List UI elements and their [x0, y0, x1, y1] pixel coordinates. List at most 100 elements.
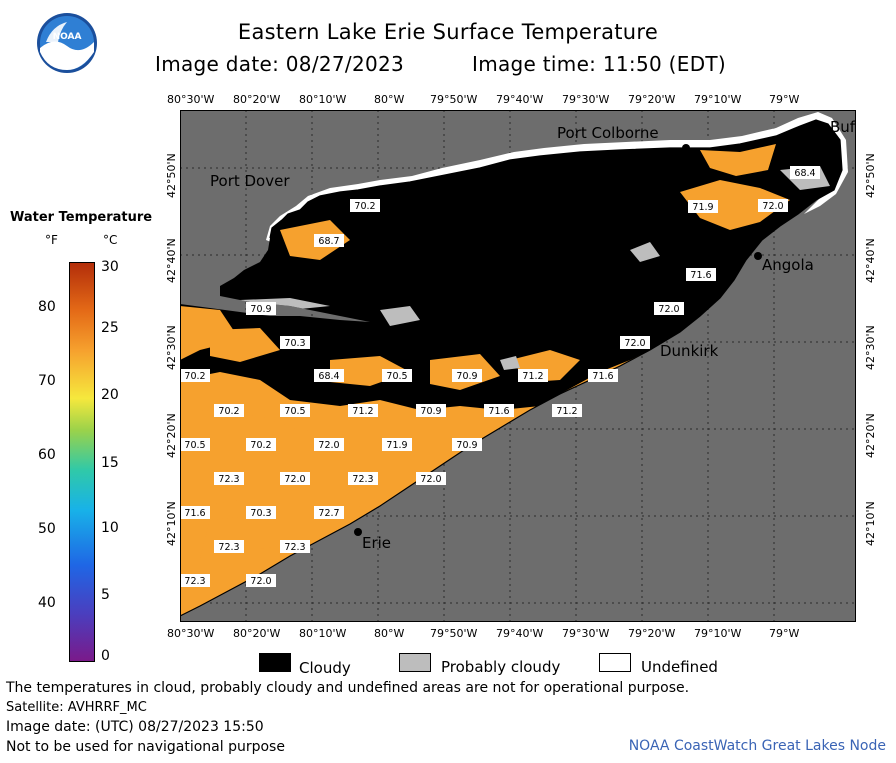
lat-tick-left-0: 42°50'N	[165, 153, 178, 198]
lon-tick-bottom-1: 80°20'W	[233, 627, 281, 640]
lon-tick-bottom-5: 79°40'W	[496, 627, 544, 640]
key-swatch-undefined	[599, 653, 631, 672]
colorbar-c-tick: 0	[101, 648, 110, 664]
lat-tick-left-1: 42°40'N	[165, 238, 178, 283]
temp-label: 71.9	[386, 440, 407, 451]
city-label-port-colborne: Port Colborne	[557, 124, 659, 142]
temp-label: 68.4	[794, 168, 815, 179]
map-frame	[180, 110, 856, 622]
colorbar-c-tick: 30	[101, 259, 119, 275]
key-label-cloudy: Cloudy	[299, 659, 351, 677]
lat-tick-left-4: 42°10'N	[165, 501, 178, 546]
lon-tick-top-8: 79°10'W	[694, 93, 742, 106]
key-label-undefined: Undefined	[641, 658, 718, 676]
lon-tick-bottom-9: 79°W	[769, 627, 800, 640]
footer-credit: NOAA CoastWatch Great Lakes Node	[628, 738, 886, 754]
temp-label: 71.6	[690, 270, 711, 281]
lon-tick-bottom-4: 79°50'W	[430, 627, 478, 640]
temp-label: 71.9	[692, 202, 713, 213]
footer-utc-date: Image date: (UTC) 08/27/2023 15:50	[6, 719, 264, 735]
footer-navigation-note: Not to be used for navigational purpose	[6, 739, 285, 755]
lon-tick-top-5: 79°40'W	[496, 93, 544, 106]
temp-label: 71.6	[184, 508, 205, 519]
temp-label: 70.2	[250, 440, 271, 451]
city-label-buffalo: Buf	[830, 118, 856, 136]
city-label-angola: Angola	[762, 256, 814, 274]
temp-label: 72.0	[420, 474, 441, 485]
legend-unit-f: °F	[45, 233, 58, 247]
lon-tick-top-9: 79°W	[769, 93, 800, 106]
temp-label: 72.3	[352, 474, 373, 485]
key-label-probably-cloudy: Probably cloudy	[441, 658, 561, 676]
temp-label: 71.2	[522, 371, 543, 382]
lon-tick-bottom-2: 80°10'W	[299, 627, 347, 640]
temp-label: 70.5	[386, 371, 407, 382]
lon-tick-top-7: 79°20'W	[628, 93, 676, 106]
city-label-dunkirk: Dunkirk	[660, 342, 719, 360]
temp-label: 70.5	[284, 406, 305, 417]
map-title: Eastern Lake Erie Surface Temperature	[237, 20, 659, 44]
city-marker-buffalo	[824, 140, 832, 148]
temp-label: 72.0	[250, 576, 271, 587]
colorbar-f-tick: 60	[38, 447, 56, 463]
temp-label: 70.2	[218, 406, 239, 417]
temperature-colorbar	[69, 262, 95, 662]
lat-tick-right-4: 42°10'N	[864, 501, 877, 546]
footer-satellite: Satellite: AVHRRF_MC	[6, 700, 147, 715]
temp-label: 71.2	[352, 406, 373, 417]
legend-title: Water Temperature	[10, 210, 153, 225]
temp-label: 70.9	[420, 406, 441, 417]
lon-tick-bottom-3: 80°W	[374, 627, 405, 640]
logo-text: NOAA	[53, 32, 82, 42]
temperature-labels: 70.2 68.7 71.9 72.0 68.4 71.6 70.9 72.0 …	[180, 166, 820, 587]
lat-tick-right-2: 42°30'N	[864, 325, 877, 370]
lon-tick-top-1: 80°20'W	[233, 93, 281, 106]
lon-tick-top-3: 80°W	[374, 93, 405, 106]
lat-tick-right-3: 42°20'N	[864, 413, 877, 458]
colorbar-c-tick: 20	[101, 387, 119, 403]
city-marker-erie	[354, 528, 362, 536]
lat-tick-right-1: 42°40'N	[864, 238, 877, 283]
legend-unit-c: °C	[103, 233, 118, 247]
colorbar-f-tick: 70	[38, 373, 56, 389]
temp-label: 72.0	[658, 304, 679, 315]
lon-tick-bottom-0: 80°30'W	[167, 627, 215, 640]
lon-tick-top-0: 80°30'W	[167, 93, 215, 106]
temp-label: 72.0	[762, 201, 783, 212]
undefined-rim	[266, 112, 848, 244]
noaa-logo: NOAA	[37, 13, 97, 73]
lon-tick-top-2: 80°10'W	[299, 93, 347, 106]
temp-label: 72.3	[284, 542, 305, 553]
temp-label: 70.3	[250, 508, 271, 519]
lon-tick-bottom-6: 79°30'W	[562, 627, 610, 640]
lat-tick-left-2: 42°30'N	[165, 325, 178, 370]
colorbar-c-tick: 25	[101, 320, 119, 336]
colorbar-f-tick: 50	[38, 521, 56, 537]
temp-label: 72.3	[218, 542, 239, 553]
image-date: Image date: 08/27/2023	[155, 52, 405, 76]
temp-label: 71.2	[556, 406, 577, 417]
temp-label: 68.7	[318, 236, 339, 247]
footer-disclaimer: The temperatures in cloud, probably clou…	[6, 680, 690, 696]
colorbar-f-tick: 80	[38, 299, 56, 315]
colorbar-f-tick: 40	[38, 595, 56, 611]
lat-tick-left-3: 42°20'N	[165, 413, 178, 458]
city-label-port-dover: Port Dover	[210, 172, 290, 190]
temp-label: 68.4	[318, 371, 339, 382]
city-marker-angola	[754, 252, 762, 260]
temp-label: 70.9	[456, 440, 477, 451]
temp-label: 72.0	[284, 474, 305, 485]
temp-label: 70.3	[284, 338, 305, 349]
lon-tick-bottom-8: 79°10'W	[694, 627, 742, 640]
temp-label: 70.2	[354, 201, 375, 212]
temp-label: 71.6	[592, 371, 613, 382]
lon-tick-bottom-7: 79°20'W	[628, 627, 676, 640]
temp-label: 70.5	[184, 440, 205, 451]
temp-label: 72.0	[318, 440, 339, 451]
temp-label: 72.7	[318, 508, 339, 519]
colorbar-c-tick: 15	[101, 455, 119, 471]
image-time: Image time: 11:50 (EDT)	[472, 52, 727, 76]
temp-label: 70.9	[250, 304, 271, 315]
key-swatch-cloudy	[259, 653, 291, 672]
city-marker-port-colborne	[682, 144, 690, 152]
